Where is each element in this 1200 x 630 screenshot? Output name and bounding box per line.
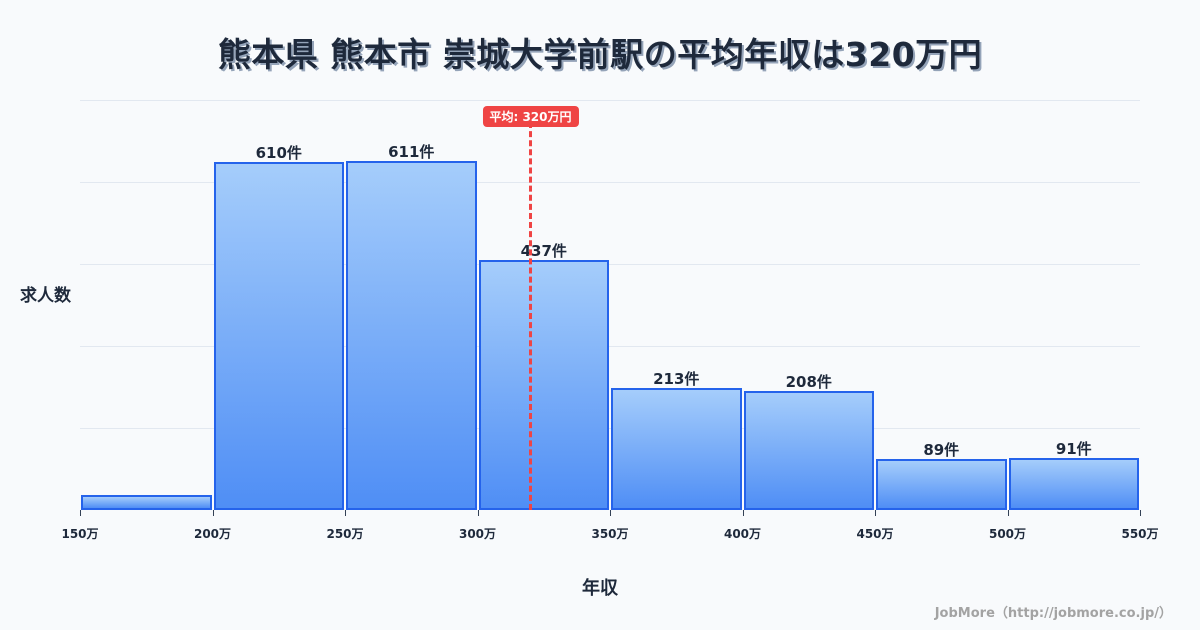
gridline: [80, 100, 1140, 101]
x-tick-label: 500万: [988, 527, 1027, 541]
x-tick-label: 150万: [61, 527, 99, 541]
gridline: [80, 264, 1140, 265]
x-tick-label: 300万: [458, 527, 497, 541]
x-tick: [875, 510, 876, 516]
x-axis-label: 年収: [582, 578, 618, 599]
x-tick: [610, 510, 611, 516]
histogram-bar: [478, 260, 609, 510]
histogram-bar: [81, 495, 212, 510]
x-tick: [742, 510, 744, 516]
x-tick-label: 350万: [591, 527, 629, 541]
x-tick-label: 200万: [193, 527, 232, 541]
gridline: [80, 182, 1140, 183]
histogram-bar: [743, 391, 874, 510]
gridline: [80, 428, 1140, 429]
bar-value-label: 437件: [520, 242, 567, 260]
x-tick: [345, 510, 346, 516]
x-tick: [80, 510, 81, 516]
x-tick: [212, 510, 214, 516]
bar-value-label: 208件: [785, 373, 832, 391]
x-tick-label: 450万: [856, 527, 894, 541]
x-tick-label: 250万: [326, 527, 364, 541]
histogram-bar: [611, 388, 742, 510]
x-tick: [1007, 510, 1009, 516]
gridline: [80, 346, 1140, 347]
histogram-bar: [1008, 458, 1139, 510]
plot-area: 610件 611件 437件 213件 208件 89件 91件 平均: 320万円: [80, 100, 1140, 510]
x-tick-label: 550万: [1121, 527, 1159, 541]
x-tick: [1140, 510, 1141, 516]
chart-title: 熊本県 熊本市 崇城大学前駅の平均年収は320万円: [217, 35, 983, 74]
bar-value-label: 611件: [388, 143, 435, 161]
bar-value-label: 213件: [653, 370, 700, 388]
histogram-bar: [876, 459, 1007, 510]
average-line: [529, 122, 532, 510]
x-axis: 150万 200万 250万 300万 350万 400万 450万 500万 550万: [61, 510, 1159, 541]
histogram-bar: [213, 162, 344, 510]
bar-value-label: 89件: [923, 441, 960, 459]
x-tick-label: 400万: [723, 527, 762, 541]
x-tick: [477, 510, 479, 516]
bar-value-label: 91件: [1055, 440, 1092, 458]
bar-value-label: 610件: [255, 144, 302, 162]
average-badge: 平均: 320万円: [482, 106, 579, 127]
histogram-bar: [346, 161, 477, 510]
credit-text: JobMore（http://jobmore.co.jp/）: [934, 606, 1172, 621]
y-axis-label: 求人数: [20, 286, 71, 306]
